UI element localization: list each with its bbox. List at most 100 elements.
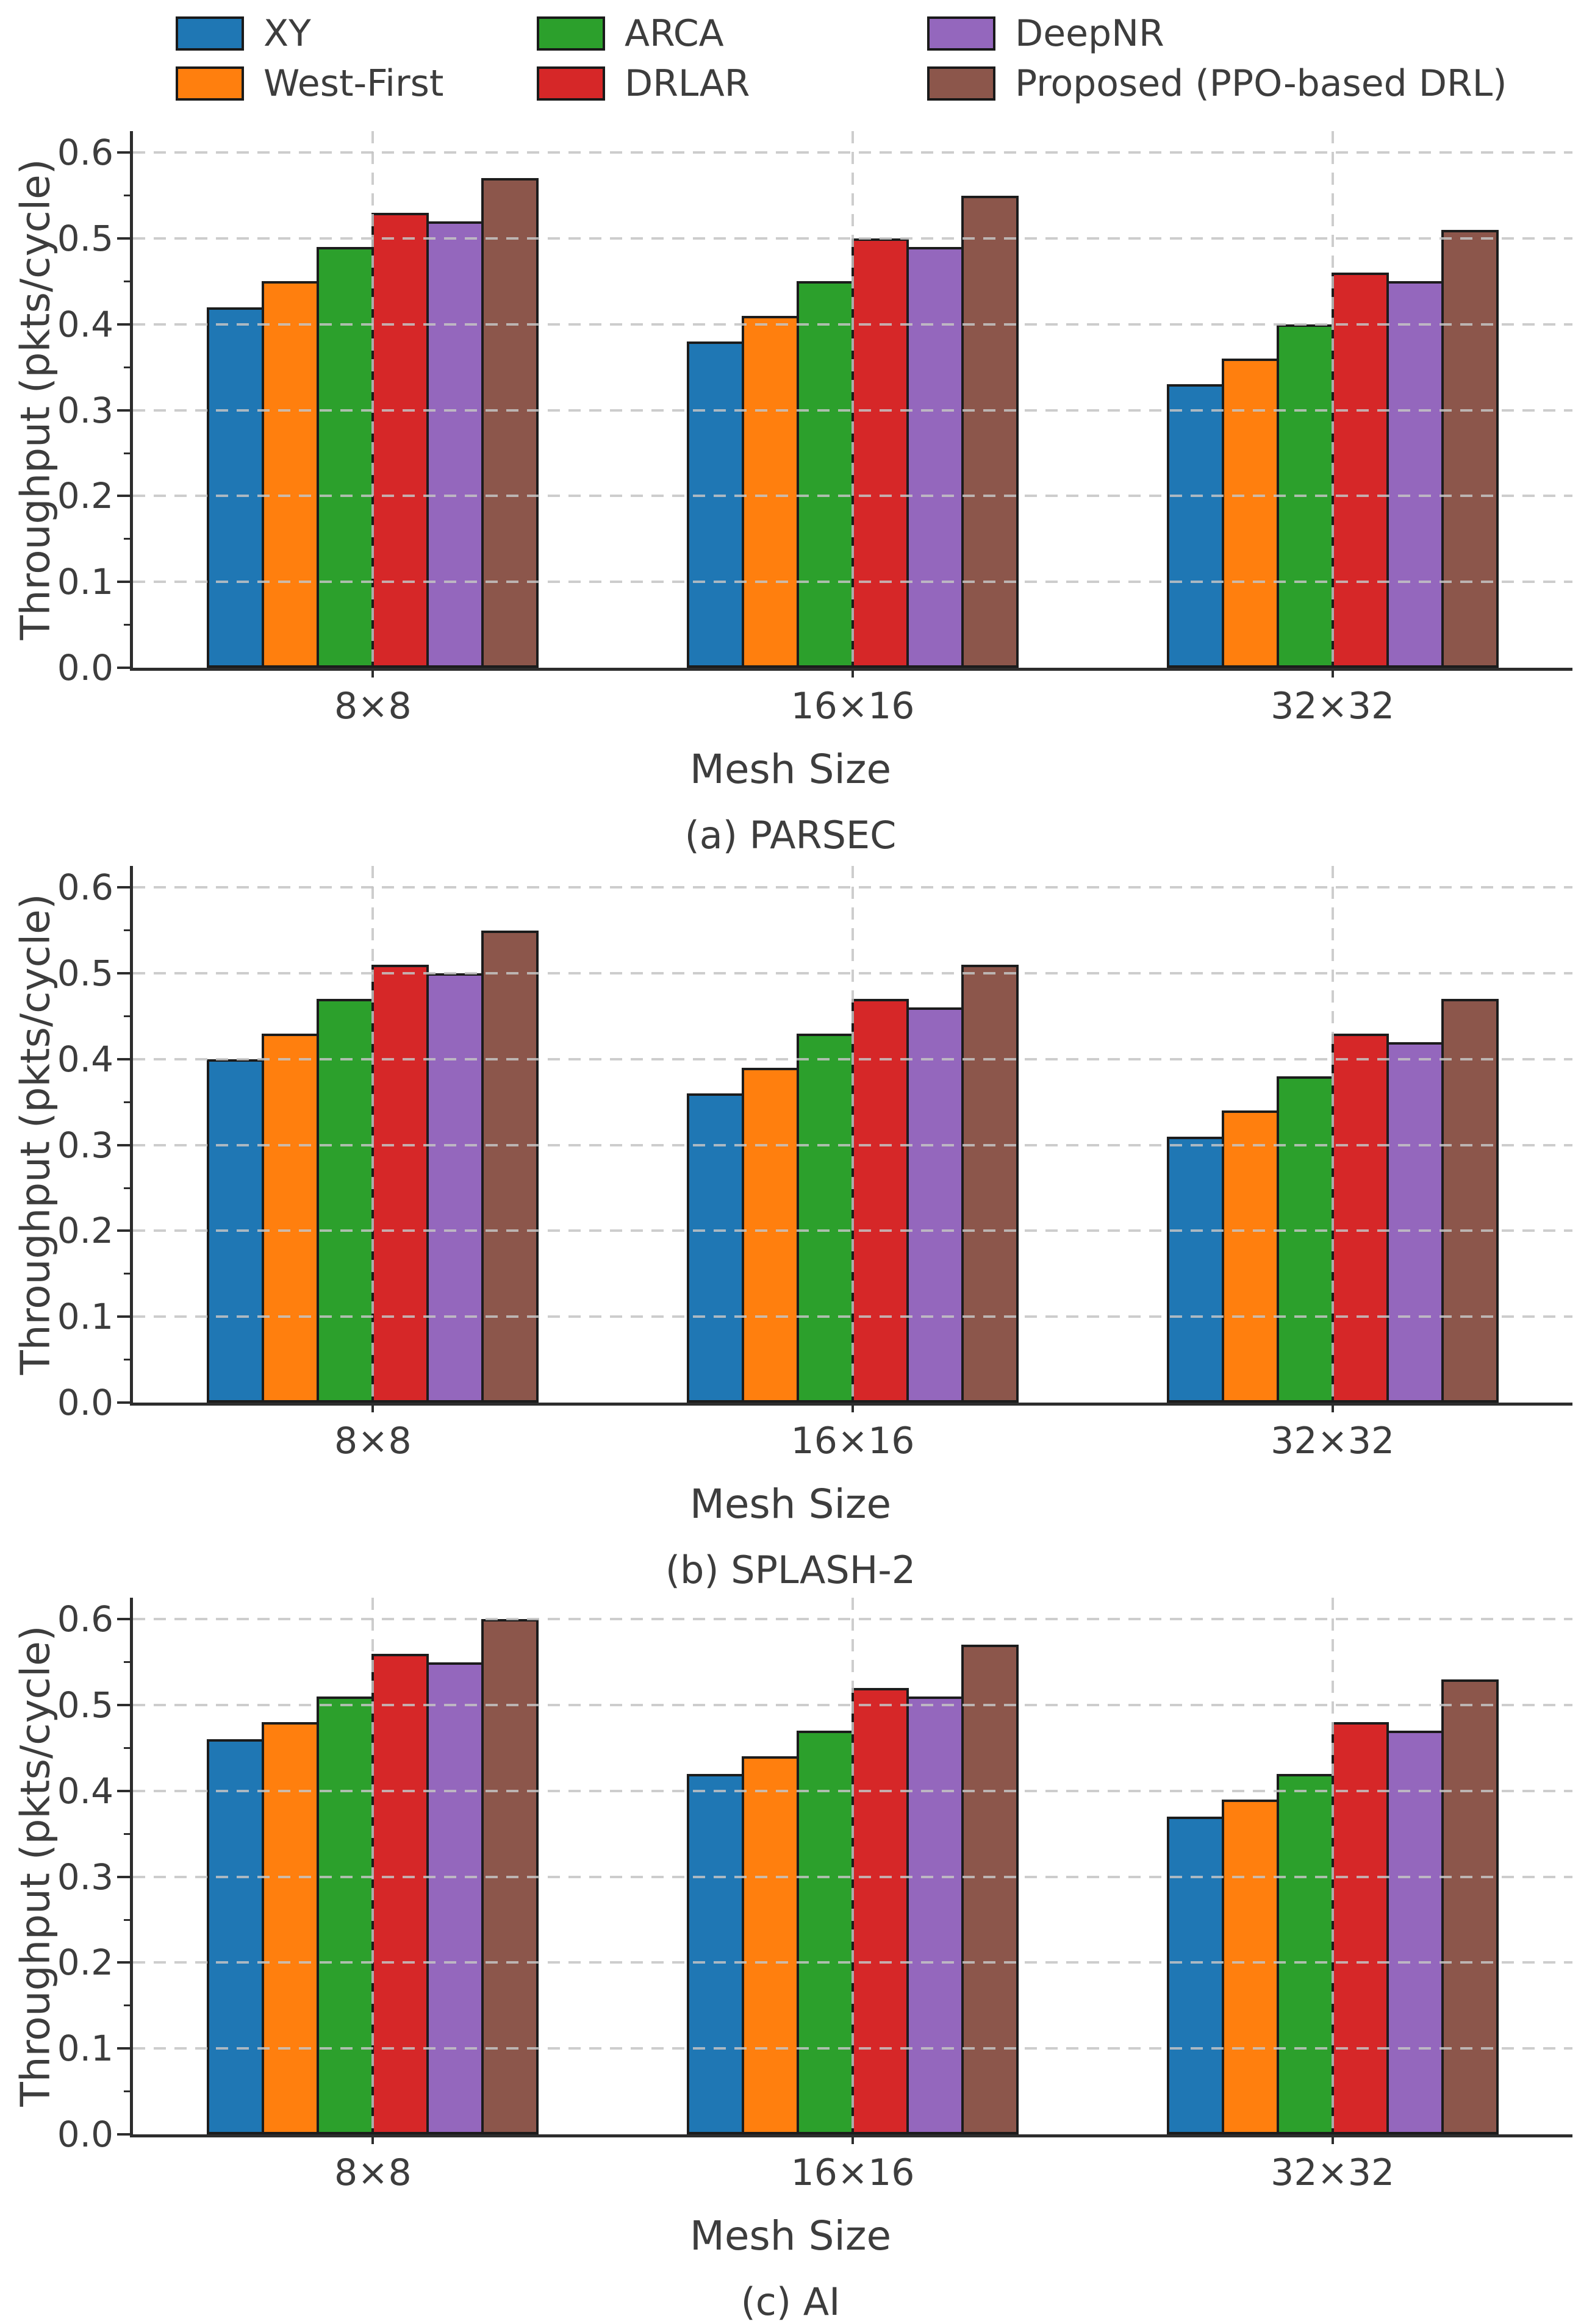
legend-item-west-first: West-First <box>176 61 537 106</box>
x-axis-spine <box>130 2134 1572 2137</box>
y-tick-mark <box>117 1789 133 1792</box>
legend-column-2: ARCA DRLAR <box>537 11 927 111</box>
bar-arca <box>1276 1773 1334 2134</box>
y-tick-label: 0.4 <box>57 1770 113 1812</box>
y-tick-minor-mark <box>124 195 133 197</box>
plot-area <box>133 866 1572 1403</box>
y-tick-minor-mark <box>124 366 133 368</box>
bar-west-first <box>742 1067 799 1403</box>
y-tick-minor-mark <box>124 624 133 626</box>
y-tick-mark <box>117 237 133 240</box>
bar-proposed-ppo-based-drl <box>1441 229 1499 668</box>
y-tick-label: 0.6 <box>57 132 113 174</box>
chart-caption: (a) PARSEC <box>684 813 897 857</box>
x-tick-mark <box>851 2134 854 2144</box>
x-tick-label-16x16: 16×16 <box>790 2151 915 2194</box>
x-tick-mark <box>371 668 375 678</box>
plot-area <box>133 131 1572 668</box>
y-tick-label: 0.3 <box>57 1856 113 1898</box>
bar-west-first <box>1221 1799 1279 2134</box>
bar-drlar <box>1331 1033 1389 1403</box>
legend-swatch-xy <box>176 16 244 51</box>
x-tick-mark <box>1331 668 1334 678</box>
legend-swatch-drlar <box>537 66 605 101</box>
legend-item-drlar: DRLAR <box>537 61 927 106</box>
x-tick-label-16x16: 16×16 <box>790 1420 915 1462</box>
x-tick-mark <box>371 1403 375 1412</box>
bar-drlar <box>371 964 429 1403</box>
y-tick-mark <box>117 1401 133 1404</box>
y-tick-minor-mark <box>124 1187 133 1189</box>
bar-xy <box>207 307 265 668</box>
bar-xy <box>687 1093 744 1403</box>
gridline-vertical <box>851 1598 854 2134</box>
bar-west-first <box>1221 1110 1279 1403</box>
y-tick-mark <box>117 667 133 669</box>
gridline-vertical <box>371 866 375 1403</box>
y-tick-label: 0.2 <box>57 1942 113 1984</box>
x-tick-label-32x32: 32×32 <box>1271 2151 1395 2194</box>
bar-deepnr <box>426 1662 484 2134</box>
bar-proposed-ppo-based-drl <box>961 195 1019 668</box>
y-tick-label: 0.6 <box>57 1598 113 1640</box>
gridline-vertical <box>1331 1598 1334 2134</box>
y-tick-label: 0.0 <box>57 2114 113 2155</box>
bar-deepnr <box>426 973 484 1403</box>
bar-xy <box>1166 384 1224 668</box>
y-tick-minor-mark <box>124 1015 133 1017</box>
legend-label-proposed: Proposed (PPO-based DRL) <box>1015 62 1507 105</box>
x-tick-mark <box>851 668 854 678</box>
y-tick-minor-mark <box>124 452 133 454</box>
y-tick-mark <box>117 2133 133 2136</box>
y-tick-mark <box>117 151 133 154</box>
y-tick-label: 0.3 <box>57 389 113 431</box>
y-tick-mark <box>117 1875 133 1878</box>
legend-column-1: XY West-First <box>176 11 537 111</box>
legend-item-proposed: Proposed (PPO-based DRL) <box>927 61 1507 106</box>
bar-arca <box>317 1696 375 2134</box>
chart-parsec: Throughput (pkts/cycle) Mesh Size (a) PA… <box>0 107 1581 857</box>
legend-item-deepnr: DeepNR <box>927 11 1507 56</box>
gridline-vertical <box>371 131 375 668</box>
legend-label-deepnr: DeepNR <box>1015 12 1164 55</box>
bar-xy <box>207 1739 265 2134</box>
bar-proposed-ppo-based-drl <box>1441 1679 1499 2134</box>
y-tick-mark <box>117 323 133 326</box>
bar-deepnr <box>1386 1042 1444 1403</box>
legend-swatch-deepnr <box>927 16 995 51</box>
y-tick-minor-mark <box>124 929 133 932</box>
y-tick-label: 0.1 <box>57 561 113 603</box>
x-axis-label: Mesh Size <box>689 746 892 793</box>
plot-area <box>133 1598 1572 2134</box>
bar-arca <box>1276 1076 1334 1403</box>
bar-west-first <box>262 281 320 668</box>
x-axis-spine <box>130 668 1572 671</box>
y-tick-minor-mark <box>124 1273 133 1275</box>
chart-splash2: Throughput (pkts/cycle) Mesh Size (b) SP… <box>0 842 1581 1592</box>
bar-west-first <box>262 1033 320 1403</box>
x-tick-label-8x8: 8×8 <box>334 2151 412 2194</box>
y-tick-mark <box>117 1315 133 1318</box>
bar-proposed-ppo-based-drl <box>1441 999 1499 1403</box>
x-tick-label-32x32: 32×32 <box>1271 685 1395 728</box>
y-tick-label: 0.0 <box>57 647 113 688</box>
bar-drlar <box>371 1653 429 2134</box>
bar-west-first <box>742 1756 799 2134</box>
y-tick-mark <box>117 2047 133 2050</box>
y-tick-mark <box>117 1704 133 1706</box>
bar-drlar <box>851 1687 909 2134</box>
bar-xy <box>1166 1136 1224 1403</box>
y-tick-minor-mark <box>124 2004 133 2007</box>
x-axis-label: Mesh Size <box>689 2212 892 2259</box>
y-tick-mark <box>117 972 133 974</box>
y-tick-mark <box>117 1961 133 1964</box>
y-tick-label: 0.4 <box>57 1038 113 1080</box>
gridline-vertical <box>1331 131 1334 668</box>
legend-column-3: DeepNR Proposed (PPO-based DRL) <box>927 11 1507 111</box>
gridline-vertical <box>851 131 854 668</box>
y-tick-mark <box>117 1229 133 1232</box>
legend: XY West-First ARCA DRLAR DeepNR Proposed… <box>176 11 1507 111</box>
bar-arca <box>797 1731 854 2134</box>
bar-west-first <box>262 1722 320 2134</box>
y-tick-mark <box>117 409 133 412</box>
